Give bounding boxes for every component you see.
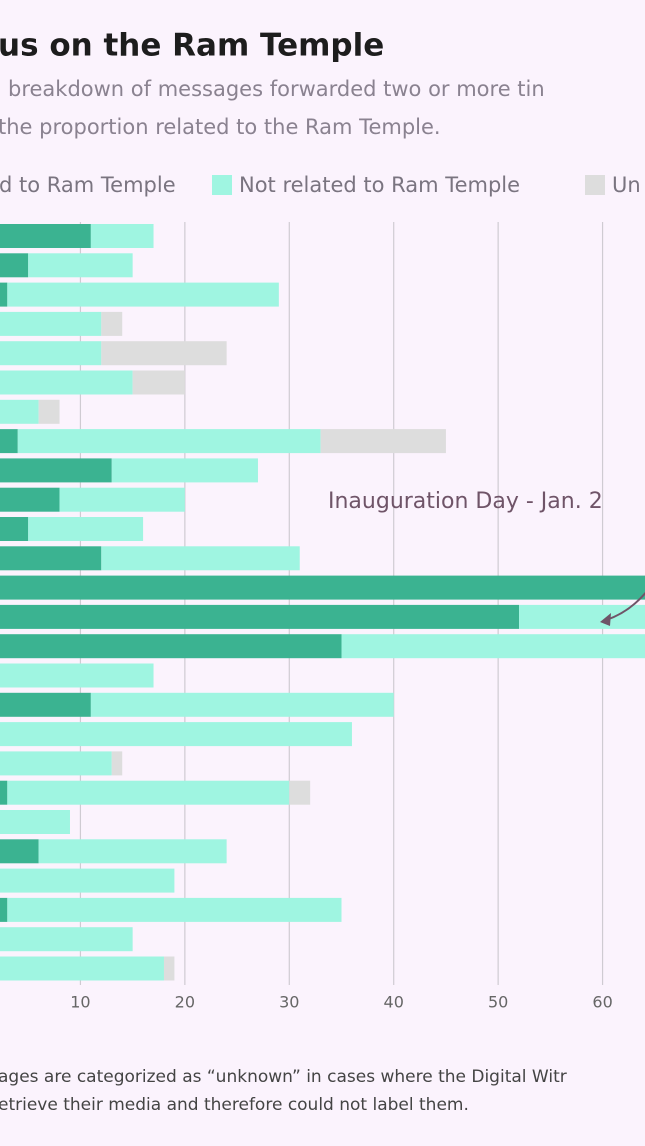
bar-segment	[17, 429, 321, 454]
x-tick-label: 20	[175, 993, 195, 1012]
bar-segment	[111, 751, 123, 776]
bar-segment	[28, 253, 133, 278]
bar-segment	[90, 692, 394, 717]
bar-segment	[0, 839, 39, 864]
chart-title: us on the Ram Temple	[0, 28, 384, 64]
legend-swatch	[212, 175, 232, 195]
bar-segment	[0, 517, 29, 541]
legend-label: Not related to Ram Temple	[239, 173, 520, 197]
legend-swatch	[585, 175, 605, 195]
bar-segment	[7, 282, 279, 307]
x-tick-label: 30	[279, 993, 299, 1012]
bar-segment	[59, 487, 185, 512]
bar-segment	[0, 868, 175, 893]
bar-segment	[0, 663, 154, 688]
bar-segment	[0, 575, 645, 600]
subtitle: breakdown of messages forwarded two or m…	[8, 77, 545, 101]
bar-segment	[132, 370, 185, 395]
bar-segment	[0, 810, 70, 834]
annotation: Inauguration Day - Jan. 2	[328, 489, 603, 514]
x-tick-label: 10	[70, 993, 90, 1012]
bar-segment	[0, 780, 8, 805]
bar-segment	[0, 282, 8, 307]
bar-segment	[0, 927, 133, 952]
bar-segment	[90, 224, 154, 248]
bar-segment	[0, 751, 112, 776]
bar-segment	[7, 897, 342, 922]
bar-segment	[7, 780, 290, 805]
bar-segment	[28, 517, 144, 541]
bar-segment	[101, 546, 300, 571]
bar-segment	[0, 429, 18, 454]
arrowhead	[600, 613, 611, 626]
bar-segment	[38, 839, 227, 864]
bar-segment	[320, 429, 446, 454]
bar-segment	[0, 311, 102, 336]
bar-segment	[0, 692, 91, 717]
bar-segment	[101, 311, 123, 336]
legend-label: d to Ram Temple	[0, 173, 176, 197]
bar-segment	[341, 634, 645, 659]
bar-segment	[0, 956, 164, 981]
bar-segment	[0, 224, 91, 248]
bar-segment	[519, 604, 645, 629]
bar-segment	[0, 487, 60, 512]
bar-segment	[0, 722, 352, 747]
subtitle: the proportion related to the Ram Temple…	[0, 115, 441, 139]
bar-segment	[0, 399, 39, 424]
bar-segment	[0, 546, 102, 571]
bar-segment	[0, 370, 133, 395]
bar-segment	[111, 458, 258, 483]
bar-segment	[101, 341, 227, 366]
bar-segment	[0, 458, 112, 483]
x-tick-label: 40	[384, 993, 404, 1012]
bar-segment	[289, 780, 311, 805]
footnote: etrieve their media and therefore could …	[0, 1095, 469, 1115]
bar-segment	[0, 341, 102, 366]
bar-segment	[0, 604, 520, 629]
bar-segment	[0, 253, 29, 278]
bar-segment	[0, 634, 342, 659]
x-tick-label: 60	[592, 993, 612, 1012]
legend-label: Un	[612, 173, 641, 197]
bar-segment	[0, 897, 8, 922]
bar-segment	[38, 399, 60, 424]
footnote: ages are categorized as “unknown” in cas…	[0, 1067, 567, 1087]
x-tick-label: 50	[488, 993, 508, 1012]
bar-segment	[163, 956, 175, 981]
bars	[0, 224, 645, 981]
